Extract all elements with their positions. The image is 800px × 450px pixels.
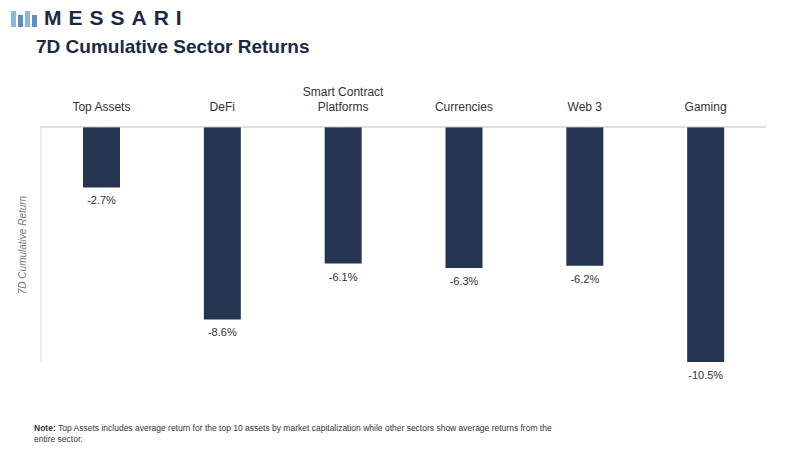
svg-text:DeFi: DeFi bbox=[210, 100, 235, 114]
svg-text:-8.6%: -8.6% bbox=[208, 326, 237, 338]
html-text:MESSARI: MESSARI bbox=[44, 6, 189, 29]
svg-text:Top Assets: Top Assets bbox=[72, 100, 130, 114]
svg-text:-6.3%: -6.3% bbox=[450, 275, 479, 287]
svg-text:-2.7%: -2.7% bbox=[87, 194, 116, 206]
html-text:7D Cumulative Sector Returns: 7D Cumulative Sector Returns bbox=[36, 36, 310, 57]
svg-text:Currencies: Currencies bbox=[435, 100, 493, 114]
svg-text:Smart Contract: Smart Contract bbox=[303, 85, 384, 99]
svg-text:-10.5%: -10.5% bbox=[688, 369, 723, 381]
html-text:Note: Top Assets includes aver: Note: Top Assets includes average return… bbox=[34, 423, 552, 444]
svg-text:Platforms: Platforms bbox=[318, 100, 369, 114]
svg-text:-6.2%: -6.2% bbox=[570, 273, 599, 285]
html-text:7D Cumulative Return: 7D Cumulative Return bbox=[16, 195, 28, 295]
svg-text:-6.1%: -6.1% bbox=[329, 271, 358, 283]
svg-text:Web 3: Web 3 bbox=[568, 100, 603, 114]
svg-text:Gaming: Gaming bbox=[685, 100, 727, 114]
